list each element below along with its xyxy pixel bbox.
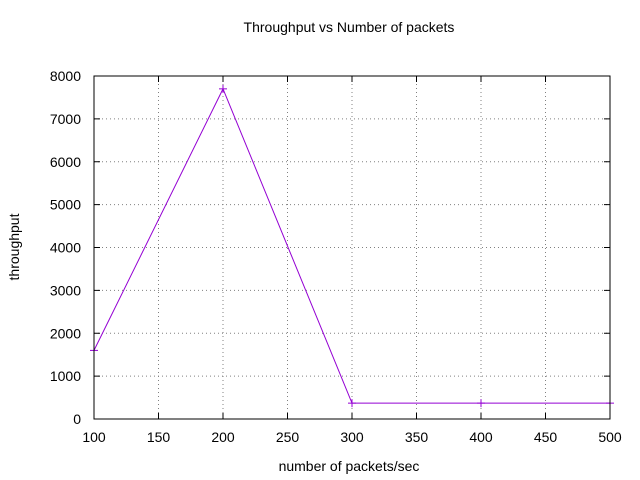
x-tick-label: 100 xyxy=(82,429,106,445)
grid-lines xyxy=(94,76,610,419)
x-tick-labels: 100 150 200 250 300 350 400 450 500 xyxy=(82,429,622,445)
x-tick-label: 150 xyxy=(147,429,171,445)
y-tick-label: 8000 xyxy=(50,68,81,84)
x-tick-label: 500 xyxy=(598,429,622,445)
x-tick-label: 400 xyxy=(469,429,493,445)
x-tick-label: 250 xyxy=(276,429,300,445)
y-tick-label: 2000 xyxy=(50,325,81,341)
data-point-marker xyxy=(477,399,485,408)
axis-ticks xyxy=(93,75,611,420)
chart-title: Throughput vs Number of packets xyxy=(244,19,455,35)
x-tick-label: 350 xyxy=(405,429,429,445)
y-tick-label: 6000 xyxy=(50,154,81,170)
x-axis-title: number of packets/sec xyxy=(279,458,420,474)
y-tick-labels: 0 1000 2000 3000 4000 5000 6000 7000 8000 xyxy=(50,68,81,427)
data-series xyxy=(90,84,614,408)
data-point-marker xyxy=(348,399,356,408)
y-tick-label: 0 xyxy=(73,411,81,427)
y-tick-label: 1000 xyxy=(50,368,81,384)
y-tick-label: 3000 xyxy=(50,282,81,298)
x-tick-label: 300 xyxy=(340,429,364,445)
y-axis-title: throughput xyxy=(6,213,22,280)
y-tick-label: 5000 xyxy=(50,197,81,213)
plot-frame xyxy=(93,75,611,420)
y-tick-label: 4000 xyxy=(50,240,81,256)
y-tick-label: 7000 xyxy=(50,111,81,127)
data-point-marker xyxy=(219,84,227,93)
x-tick-label: 200 xyxy=(211,429,235,445)
x-tick-label: 450 xyxy=(534,429,558,445)
